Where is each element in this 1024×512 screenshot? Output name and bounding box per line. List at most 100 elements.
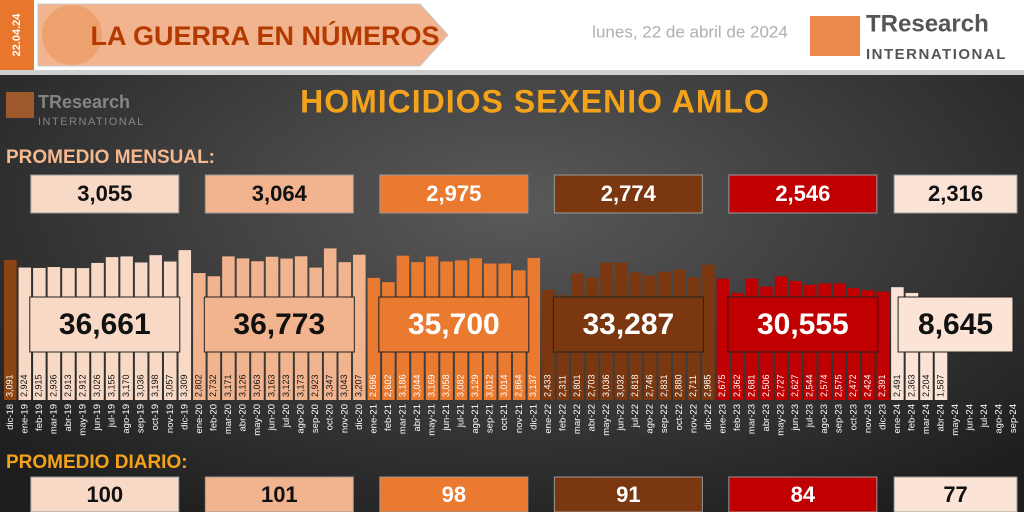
value-label: 2,627	[790, 374, 800, 397]
monthly-box	[30, 174, 180, 214]
x-tick-label: mar-20	[223, 404, 234, 434]
x-tick-label: jul-19	[107, 404, 118, 428]
value-label: 2,675	[717, 374, 727, 397]
x-tick-label: sep-21	[485, 404, 496, 433]
logo: TResearch INTERNATIONAL	[810, 10, 1007, 63]
x-tick-label: ene-19	[19, 404, 30, 434]
monthly-box	[728, 174, 878, 214]
bar	[702, 264, 715, 400]
x-tick-label: oct-19	[150, 404, 161, 430]
x-tick-label: abr-20	[237, 404, 248, 431]
x-tick-label: dic-23	[877, 404, 888, 430]
x-tick-label: may-22	[601, 404, 612, 436]
x-tick-label: abr-23	[761, 404, 772, 431]
x-tick-label: jun-21	[441, 404, 452, 431]
x-tick-label: may-21	[427, 404, 438, 436]
x-tick-label: jul-24	[979, 404, 990, 428]
daily-label: PROMEDIO DIARIO:	[6, 452, 188, 473]
chart-title: HOMICIDIOS SEXENIO AMLO	[300, 83, 770, 119]
x-tick-label: oct-20	[325, 404, 336, 430]
monthly-box	[204, 174, 354, 214]
total-box	[29, 296, 181, 353]
daily-average: 91	[616, 482, 640, 507]
monthly-average: 2,546	[775, 181, 830, 206]
daily-average: 77	[943, 482, 967, 507]
value-label: 3,036	[136, 374, 146, 397]
total-value: 36,661	[59, 308, 151, 341]
bar	[4, 259, 17, 400]
bar	[193, 273, 206, 400]
daily-box	[553, 476, 703, 512]
monthly-label: PROMEDIO MENSUAL:	[6, 147, 215, 168]
value-label: 2,391	[877, 374, 887, 397]
value-label: 3,137	[528, 374, 538, 397]
value-label: 2,696	[368, 374, 378, 397]
header-date: lunes, 22 de abril de 2024	[592, 22, 788, 41]
x-tick-label: sep-23	[834, 404, 845, 433]
value-label: 3,043	[339, 374, 349, 397]
x-tick-label: ago-22	[645, 404, 656, 434]
total-value: 8,645	[918, 308, 993, 341]
logo-brand: TResearch	[866, 10, 989, 37]
date-tag: 22.04.24	[11, 13, 23, 57]
value-label: 2,912	[77, 374, 87, 397]
value-label: 2,575	[834, 374, 844, 397]
value-label: 2,602	[383, 374, 393, 397]
value-label: 2,703	[586, 374, 596, 397]
x-tick-label: ene-22	[543, 404, 554, 434]
banner-shape	[37, 3, 449, 67]
logo-sub: INTERNATIONAL	[866, 46, 1007, 63]
value-label: 3,173	[296, 374, 306, 397]
x-tick-label: jun-22	[616, 404, 627, 431]
daily-average: 101	[261, 482, 298, 507]
x-tick-label: ago-20	[296, 404, 307, 434]
x-tick-label: oct-21	[499, 404, 510, 430]
banner-icon	[42, 5, 102, 65]
x-tick-label: may-19	[78, 404, 89, 436]
x-tick-label: oct-22	[674, 404, 685, 430]
monthly-average: 2,975	[426, 181, 481, 206]
daily-average: 100	[86, 482, 123, 507]
value-label: 2,732	[208, 374, 218, 397]
value-label: 2,802	[194, 374, 204, 397]
daily-box	[30, 476, 180, 512]
x-tick-label: jul-22	[630, 404, 641, 428]
daily-average: 98	[442, 482, 466, 507]
bar	[178, 250, 192, 400]
x-tick-label: jun-23	[790, 404, 801, 431]
value-label: 3,063	[252, 374, 262, 397]
watermark-sub: INTERNATIONAL	[38, 116, 145, 128]
daily-box	[893, 476, 1018, 512]
monthly-average: 2,774	[601, 181, 657, 206]
value-label: 3,091	[5, 374, 15, 397]
value-label: 3,171	[223, 374, 233, 397]
daily-box	[204, 476, 354, 512]
value-label: 2,204	[921, 374, 931, 397]
value-label: 2,915	[34, 374, 44, 397]
x-tick-label: feb-21	[383, 404, 394, 431]
x-tick-label: mar-23	[746, 404, 757, 434]
total-value: 30,555	[757, 308, 849, 341]
x-tick-label: ago-21	[470, 404, 481, 434]
value-label: 3,044	[412, 374, 422, 397]
bar	[716, 278, 730, 400]
x-tick-label: mar-22	[572, 404, 583, 434]
value-label: 3,186	[397, 374, 407, 397]
value-label: 3,026	[92, 374, 102, 397]
value-label: 2,831	[659, 374, 669, 397]
daily-box	[728, 476, 878, 512]
value-label: 2,311	[557, 375, 567, 397]
x-tick-label: may-24	[950, 404, 961, 436]
bar	[876, 291, 890, 400]
total-box	[897, 296, 1014, 353]
value-label: 2,923	[310, 374, 320, 397]
total-value: 33,287	[582, 308, 674, 341]
x-tick-label: ene-20	[194, 404, 205, 434]
value-label: 2,801	[572, 374, 582, 397]
monthly-box	[379, 174, 529, 214]
x-tick-label: sep-19	[136, 404, 147, 433]
value-label: 3,207	[354, 374, 364, 397]
x-tick-label: ene-21	[368, 404, 379, 434]
value-label: 3,036	[601, 374, 611, 397]
